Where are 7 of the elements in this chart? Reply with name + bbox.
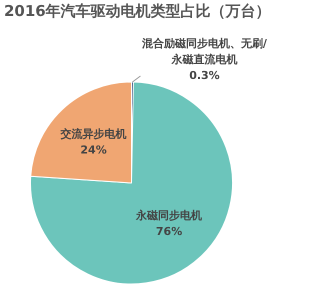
slice-label: 混合励磁同步电机、无刷/永磁直流电机 — [140, 36, 268, 66]
slice-label: 永磁同步电机 — [135, 208, 202, 222]
data-label: 0.3% — [189, 68, 220, 82]
data-label: 24% — [80, 143, 107, 156]
data-label: 76% — [156, 224, 182, 238]
slice-label: 交流异步电机 — [60, 127, 127, 140]
chart-title: 2016年汽车驱动电机类型占比（万台） — [4, 2, 271, 21]
